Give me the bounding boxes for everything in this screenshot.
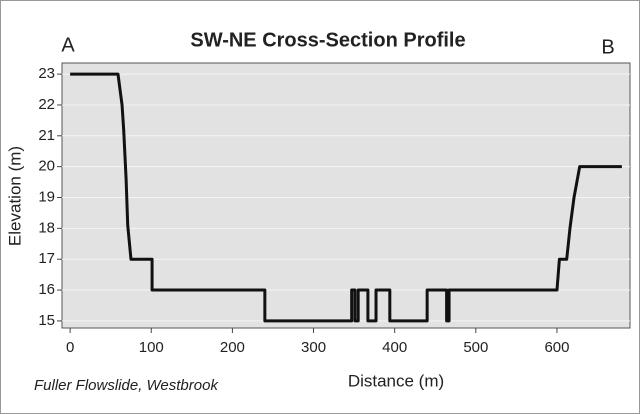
y-tick-label: 21 [38, 127, 55, 144]
y-tick-label: 23 [38, 65, 55, 82]
x-tick-label: 400 [382, 339, 407, 356]
x-axis-label: Distance (m) [348, 371, 444, 390]
y-tick-label: 17 [38, 250, 55, 267]
y-tick-label: 20 [38, 158, 55, 175]
x-tick-label: 600 [544, 339, 569, 356]
x-tick-label: 300 [301, 339, 326, 356]
plot-area [61, 62, 631, 329]
profile-line [70, 72, 622, 323]
x-tick-label: 100 [139, 339, 164, 356]
y-axis-label: Elevation (m) [5, 146, 24, 246]
y-tick-label: 18 [38, 219, 55, 236]
x-tick-label: 200 [220, 339, 245, 356]
y-tick-label: 22 [38, 96, 55, 113]
x-tick-label: 0 [66, 339, 74, 356]
x-tick-label: 500 [463, 339, 488, 356]
y-tick-label: 19 [38, 188, 55, 205]
footnote: Fuller Flowslide, Westbrook [34, 377, 219, 394]
annotation: B [601, 36, 614, 58]
y-tick-label: 15 [38, 312, 55, 329]
chart-title: SW-NE Cross-Section Profile [190, 29, 465, 51]
y-tick-label: 16 [38, 281, 55, 298]
annotation: A [61, 34, 75, 56]
